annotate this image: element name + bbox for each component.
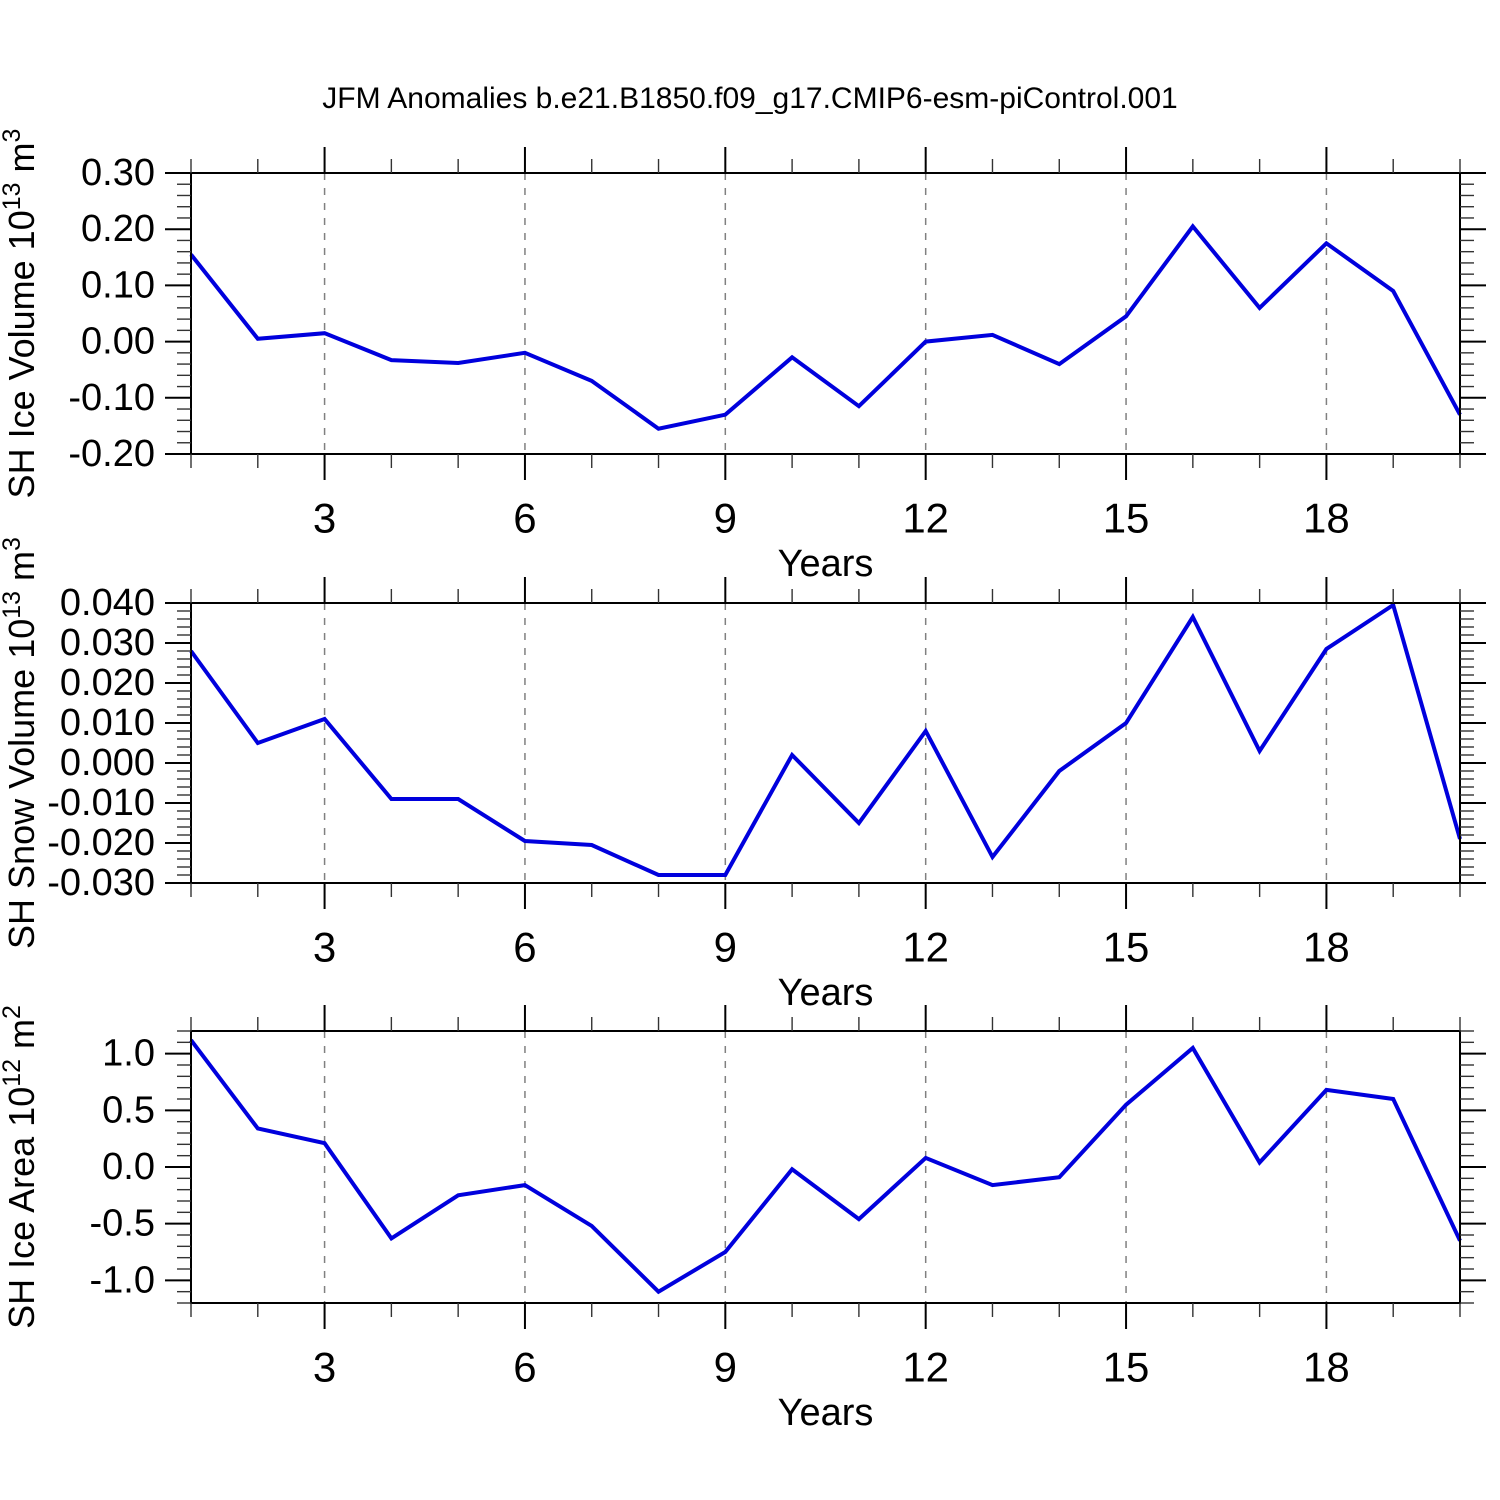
x-axis-title: Years (778, 972, 874, 1014)
x-tick-labels: 3 6 9 12 15 18 (313, 495, 1350, 542)
y-tick-label: 0.20 (81, 208, 155, 250)
x-axis-title: Years (778, 543, 874, 585)
gridlines (323, 1031, 1328, 1303)
x-tick-labels: 3 6 9 12 15 18 (313, 1344, 1350, 1391)
x-tick-label: 6 (513, 1344, 536, 1391)
x-tick-label: 15 (1103, 1344, 1150, 1391)
x-tick-label: 3 (313, 924, 336, 971)
y-tick-label: -0.10 (68, 377, 155, 419)
y-tick-label: 0.10 (81, 264, 155, 306)
x-tick-label: 18 (1303, 924, 1350, 971)
x-tick-label: 12 (902, 495, 949, 542)
x-tick-label: 9 (714, 495, 737, 542)
x-tick-label: 15 (1103, 924, 1150, 971)
minor-ticks (177, 1017, 1474, 1317)
series-line-sh-snow-volume (189, 601, 1462, 877)
panel-sh-ice-area: 1.0 0.5 0.0 -0.5 -1.0 3 6 9 12 15 18 Years SH Ice Ar… (0, 1005, 1486, 1434)
x-axis-title: Years (778, 1392, 874, 1434)
x-tick-label: 9 (714, 924, 737, 971)
y-tick-label: -0.010 (47, 782, 155, 824)
series-line-sh-ice-area (189, 1038, 1462, 1295)
y-tick-label: 0.0 (102, 1146, 155, 1188)
major-ticks (165, 577, 1486, 909)
x-tick-label: 9 (714, 1344, 737, 1391)
y-tick-label: 0.5 (102, 1089, 155, 1131)
y-tick-label: 0.30 (81, 152, 155, 194)
gridlines (323, 603, 1328, 883)
y-tick-label: -0.5 (90, 1203, 155, 1245)
y-tick-labels: 0.30 0.20 0.10 0.00 -0.10 -0.20 (68, 152, 155, 475)
x-tick-labels: 3 6 9 12 15 18 (313, 924, 1350, 971)
axis-frame (190, 1030, 1461, 1304)
y-tick-label: 1.0 (102, 1033, 155, 1075)
panel-sh-snow-volume: 0.0400.0300.0200.0100.000-0.010-0.020-0.… (0, 537, 1486, 1014)
y-tick-labels: 1.0 0.5 0.0 -0.5 -1.0 (90, 1033, 155, 1302)
x-tick-label: 6 (513, 495, 536, 542)
y-tick-label: -0.020 (47, 822, 155, 864)
major-ticks (165, 147, 1486, 480)
x-tick-label: 18 (1303, 1344, 1350, 1391)
y-tick-label: 0.000 (60, 742, 155, 784)
y-axis-title: SH Ice Area 1012 m2 (0, 1005, 42, 1329)
y-axis-title: SH Snow Volume 1013 m3 (0, 537, 42, 949)
panels: 0.30 0.20 0.10 0.00 -0.10 -0.20 3 6 9 12 15 18 Years… (0, 129, 1486, 1434)
y-axis-title: SH Ice Volume 1013 m3 (0, 129, 42, 499)
x-tick-label: 3 (313, 495, 336, 542)
series-line-sh-ice-volume (189, 223, 1462, 431)
axis-frame (190, 602, 1461, 884)
figure-title: JFM Anomalies b.e21.B1850.f09_g17.CMIP6-… (322, 82, 1177, 115)
y-tick-label: 0.020 (60, 662, 155, 704)
major-ticks (165, 1005, 1486, 1329)
y-tick-label: -0.030 (47, 862, 155, 904)
gridlines (323, 173, 1328, 454)
x-tick-label: 15 (1103, 495, 1150, 542)
y-tick-label: 0.040 (60, 582, 155, 624)
y-tick-label: 0.030 (60, 622, 155, 664)
axis-frame (190, 172, 1461, 455)
x-tick-label: 12 (902, 1344, 949, 1391)
minor-ticks (177, 159, 1474, 468)
y-tick-label: -0.20 (68, 433, 155, 475)
minor-ticks (177, 589, 1474, 897)
x-tick-label: 6 (513, 924, 536, 971)
x-tick-label: 18 (1303, 495, 1350, 542)
y-tick-labels: 0.0400.0300.0200.0100.000-0.010-0.020-0.… (47, 582, 155, 904)
x-tick-label: 3 (313, 1344, 336, 1391)
panel-sh-ice-volume: 0.30 0.20 0.10 0.00 -0.10 -0.20 3 6 9 12 15 18 Years… (0, 129, 1486, 585)
y-tick-label: 0.00 (81, 321, 155, 363)
x-tick-label: 12 (902, 924, 949, 971)
y-tick-label: -1.0 (90, 1259, 155, 1301)
y-tick-label: 0.010 (60, 702, 155, 744)
